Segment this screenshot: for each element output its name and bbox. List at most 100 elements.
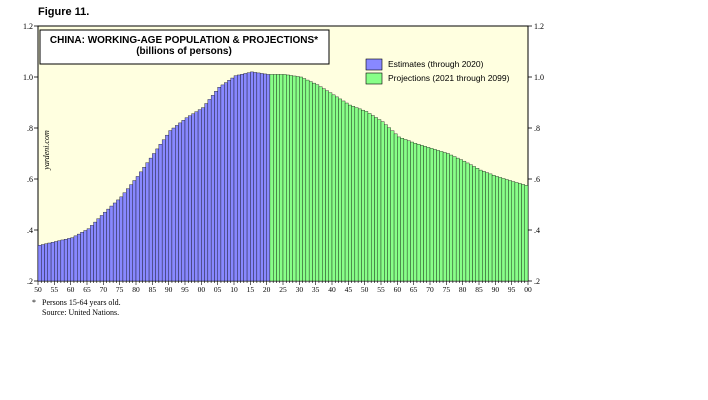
bar-estimate-1961 <box>73 235 78 282</box>
x-tick-label: 75 <box>443 285 451 294</box>
bar-projection-2085 <box>478 169 483 282</box>
footnote-source-line: Source: United Nations. <box>32 308 121 318</box>
bar-estimate-2015 <box>250 71 254 282</box>
bar-estimate-1955 <box>54 241 58 282</box>
x-tick-label: 95 <box>181 285 189 294</box>
bar-projection-2055 <box>380 121 385 282</box>
bar-estimate-1988 <box>161 139 166 282</box>
bar-projection-2081 <box>465 162 470 282</box>
bar-projection-2049 <box>361 109 365 282</box>
bar-estimate-1997 <box>191 113 195 282</box>
bar-estimate-1957 <box>60 239 65 282</box>
bar-estimate-1990 <box>168 130 173 282</box>
bar-estimate-1974 <box>116 199 120 282</box>
x-tick-label: 85 <box>149 285 157 294</box>
bar-estimate-1958 <box>63 239 68 282</box>
bar-estimate-1980 <box>135 176 140 282</box>
bar-estimate-1998 <box>194 111 199 282</box>
bar-estimate-1970 <box>103 211 107 282</box>
bar-estimate-1950 <box>37 245 42 282</box>
x-tick-label: 40 <box>328 285 336 294</box>
bar-projection-2031 <box>302 78 307 282</box>
bar-projection-2046 <box>351 106 356 282</box>
bar-projection-2040 <box>331 94 336 282</box>
x-tick-label: 50 <box>34 285 42 294</box>
bar-projection-2028 <box>292 75 297 282</box>
footnote-note: Persons 15-64 years old. <box>42 298 121 307</box>
x-tick-label: 80 <box>459 285 467 294</box>
bar-projection-2070 <box>429 148 434 282</box>
x-tick-label: 55 <box>377 285 385 294</box>
x-tick-label: 60 <box>394 285 402 294</box>
bar-estimate-1960 <box>70 237 75 282</box>
bar-projection-2022 <box>273 74 277 282</box>
x-tick-label: 70 <box>426 285 434 294</box>
bar-projection-2099 <box>524 185 529 282</box>
y-tick-label-right: .8 <box>534 124 540 133</box>
bar-projection-2033 <box>308 81 313 282</box>
bar-projection-2053 <box>374 117 378 282</box>
x-tick-label: 35 <box>312 285 320 294</box>
bar-projection-2044 <box>344 102 349 282</box>
x-tick-label: 90 <box>492 285 500 294</box>
bar-projection-2093 <box>504 179 509 282</box>
y-tick-label-right: 1.2 <box>534 22 544 31</box>
bar-estimate-1956 <box>57 240 62 282</box>
bar-estimate-2002 <box>207 99 212 282</box>
bar-estimate-1971 <box>106 208 111 282</box>
bar-estimate-1989 <box>165 134 169 282</box>
bar-projection-2043 <box>341 100 346 282</box>
bar-projection-2051 <box>367 113 372 282</box>
bar-projection-2030 <box>299 76 303 282</box>
legend-label-estimates: Estimates (through 2020) <box>388 59 484 69</box>
bar-estimate-2011 <box>237 74 241 282</box>
bar-projection-2098 <box>521 184 525 282</box>
x-tick-label: 15 <box>247 285 255 294</box>
bar-projection-2067 <box>420 145 424 282</box>
bar-estimate-1993 <box>178 122 182 282</box>
bar-estimate-2004 <box>214 91 218 282</box>
bar-estimate-1973 <box>112 202 117 282</box>
bar-projection-2041 <box>335 96 339 282</box>
y-tick-label-right: .4 <box>534 226 540 235</box>
legend-swatch-estimates <box>365 58 383 71</box>
bar-projection-2034 <box>312 82 316 282</box>
bar-estimate-1994 <box>181 120 186 282</box>
watermark: yardeni.com <box>42 130 51 171</box>
x-tick-label: 55 <box>51 285 59 294</box>
chart-title: CHINA: WORKING-AGE POPULATION & PROJECTI… <box>50 35 318 46</box>
bar-estimate-1999 <box>197 109 202 282</box>
bar-estimate-1979 <box>132 180 137 282</box>
bar-estimate-2001 <box>204 103 209 282</box>
bar-projection-2097 <box>518 183 522 282</box>
bar-estimate-1983 <box>145 162 150 282</box>
bar-projection-2075 <box>446 153 450 282</box>
bar-estimate-1972 <box>109 205 114 282</box>
bar-estimate-1977 <box>126 188 130 282</box>
bar-projection-2060 <box>397 136 401 282</box>
y-tick-label-left: .8 <box>27 124 33 133</box>
bar-projection-2023 <box>276 74 280 282</box>
bar-projection-2039 <box>328 92 333 282</box>
footnote-marker: * <box>32 298 36 307</box>
bar-estimate-1992 <box>175 125 179 282</box>
bar-projection-2080 <box>462 160 467 282</box>
bar-estimate-2006 <box>220 84 225 282</box>
bar-projection-2079 <box>459 159 463 282</box>
bar-projection-2052 <box>371 115 375 282</box>
bar-estimate-2005 <box>217 87 222 282</box>
bar-projection-2073 <box>439 151 444 282</box>
y-tick-label-left: 1.0 <box>23 73 33 82</box>
bar-projection-2047 <box>354 107 359 282</box>
bar-projection-2025 <box>282 74 287 282</box>
bar-estimate-2017 <box>256 72 261 282</box>
bar-projection-2064 <box>410 141 414 282</box>
bar-projection-2032 <box>305 79 310 282</box>
bar-projection-2048 <box>357 108 362 282</box>
x-tick-label: 20 <box>263 285 271 294</box>
chart-subtitle: (billions of persons) <box>136 46 232 57</box>
bar-estimate-1966 <box>90 225 94 282</box>
x-tick-label: 85 <box>475 285 483 294</box>
bar-estimate-1952 <box>44 243 48 282</box>
bar-projection-2076 <box>449 154 454 282</box>
